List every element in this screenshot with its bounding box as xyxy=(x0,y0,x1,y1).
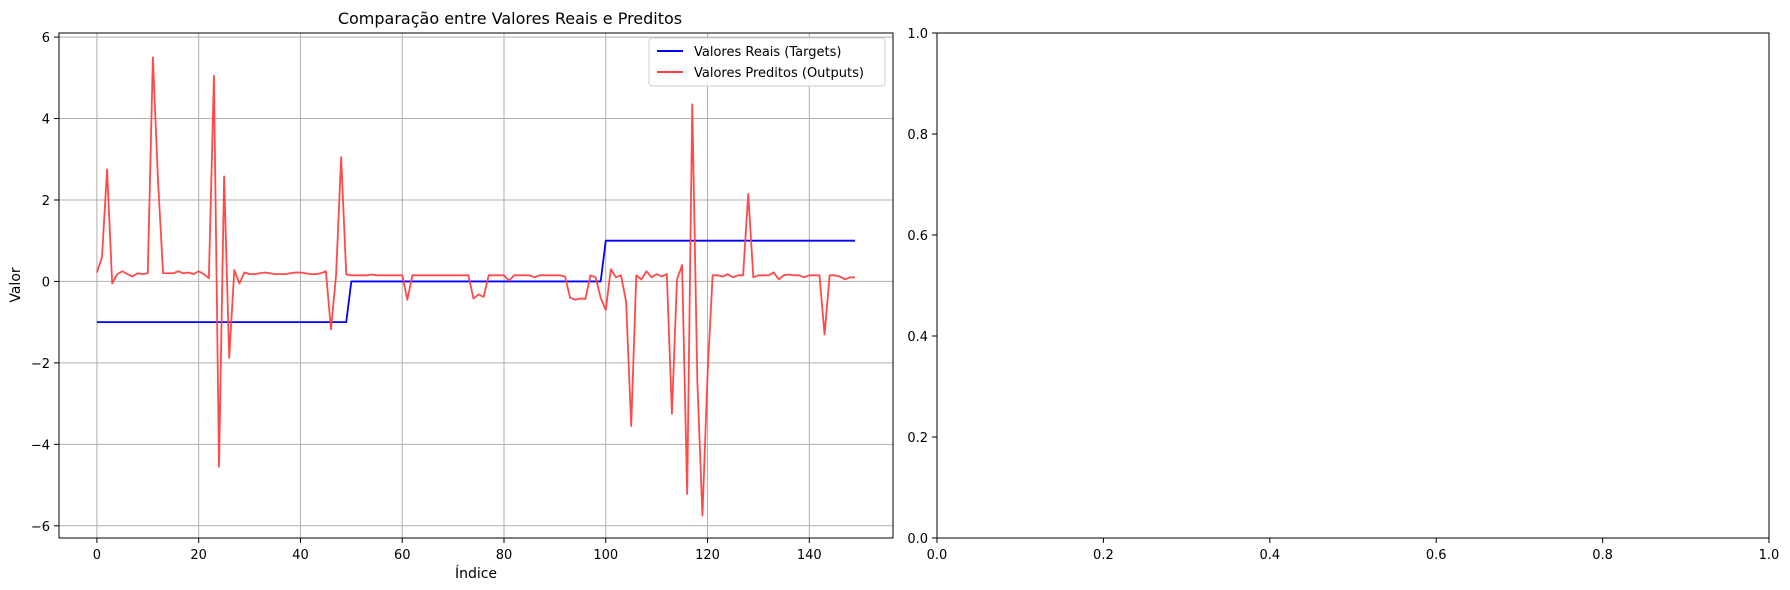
x-tick-label: 0.2 xyxy=(1093,548,1114,563)
y-tick-label: 0.0 xyxy=(907,532,928,547)
y-tick-label: 4 xyxy=(42,113,50,128)
series-lines xyxy=(96,56,856,517)
legend-label-targets: Valores Reais (Targets) xyxy=(694,45,841,60)
y-tick-label: 2 xyxy=(42,194,50,209)
y-tick-label: −2 xyxy=(31,357,50,372)
x-axis-label: Índice xyxy=(455,565,497,582)
y-tick-label: 0.2 xyxy=(907,431,928,446)
empty-plot-frame xyxy=(936,32,1770,539)
y-tick-label: 0 xyxy=(42,275,50,290)
x-tick-label: 0.8 xyxy=(1592,548,1613,563)
plot-area-frame xyxy=(58,32,894,539)
x-tick-label: 20 xyxy=(190,548,207,563)
chart-title: Comparação entre Valores Reais e Predito… xyxy=(338,9,682,28)
x-tick-label: 80 xyxy=(496,548,513,563)
x-tick-label: 120 xyxy=(695,548,720,563)
targets-line xyxy=(96,239,856,324)
x-axis-ticks: 0 20 40 60 80 100 120 140 xyxy=(93,538,822,563)
y-tick-label: −4 xyxy=(31,438,50,453)
x-axis-ticks-empty: 0.0 0.2 0.4 0.6 0.8 1.0 xyxy=(927,538,1780,563)
predictions-line xyxy=(96,56,856,517)
legend: Valores Reais (Targets) Valores Preditos… xyxy=(648,37,886,87)
comparison-chart: Comparação entre Valores Reais e Predito… xyxy=(8,9,894,582)
x-tick-label: 0.4 xyxy=(1259,548,1280,563)
y-tick-label: 0.6 xyxy=(907,229,928,244)
x-tick-label: 140 xyxy=(797,548,822,563)
y-tick-label: −6 xyxy=(31,520,50,535)
x-tick-label: 0.0 xyxy=(927,548,948,563)
x-tick-label: 60 xyxy=(394,548,411,563)
legend-box xyxy=(648,37,886,87)
legend-label-outputs: Valores Preditos (Outputs) xyxy=(694,66,864,81)
x-tick-label: 100 xyxy=(593,548,618,563)
grid-lines xyxy=(59,33,893,538)
x-tick-label: 40 xyxy=(292,548,309,563)
y-tick-label: 0.4 xyxy=(907,330,928,345)
y-axis-ticks: −6 −4 −2 0 2 4 6 xyxy=(31,31,59,535)
x-tick-label: 0.6 xyxy=(1426,548,1447,563)
y-tick-label: 1.0 xyxy=(907,27,928,42)
empty-axes: 0.0 0.2 0.4 0.6 0.8 1.0 0.0 0.2 0.4 0.6 0.8 1.0 xyxy=(907,27,1779,563)
y-axis-label: Valor xyxy=(8,267,24,303)
x-tick-label: 1.0 xyxy=(1759,548,1780,563)
y-axis-ticks-empty: 0.0 0.2 0.4 0.6 0.8 1.0 xyxy=(907,27,937,547)
x-tick-label: 0 xyxy=(93,548,101,563)
y-tick-label: 6 xyxy=(42,31,50,46)
y-tick-label: 0.8 xyxy=(907,128,928,143)
